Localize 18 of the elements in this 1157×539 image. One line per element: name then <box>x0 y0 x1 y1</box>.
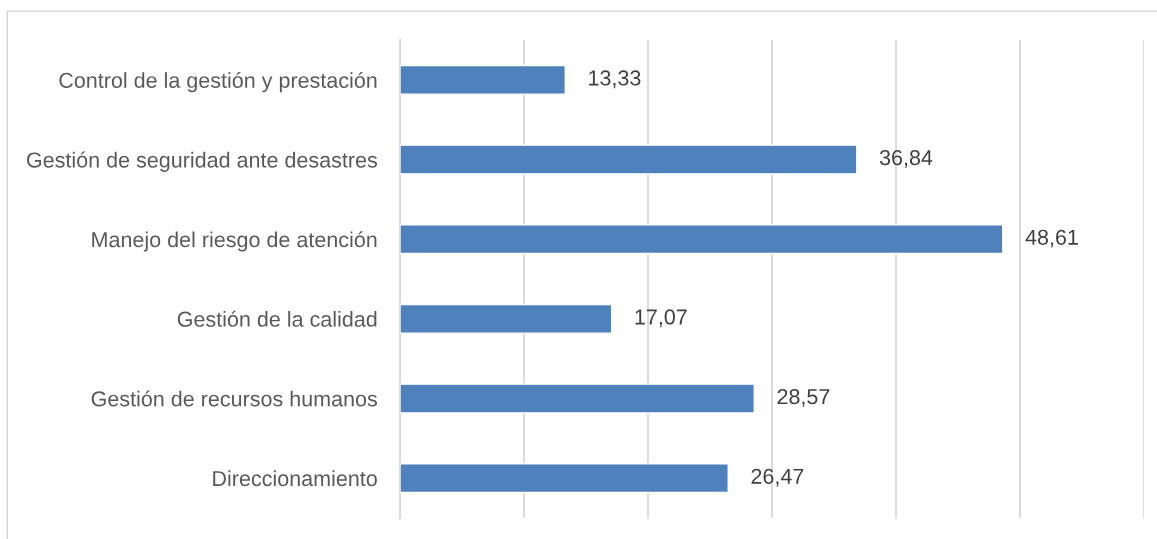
data-label: 13,33 <box>589 70 641 89</box>
y-tick-label: Gestión de recursos humanos <box>91 390 377 407</box>
bar <box>399 463 729 494</box>
y-tick-label: Control de la gestión y prestación <box>59 71 377 93</box>
data-label: 17,07 <box>635 309 687 328</box>
bar <box>399 64 566 95</box>
y-tick-label: Direccionamiento <box>213 470 377 487</box>
data-label: 36,84 <box>879 150 933 168</box>
y-tick-label: Manejo del riesgo de atención <box>92 231 377 252</box>
bar <box>399 383 755 414</box>
bar <box>399 303 613 334</box>
data-label: 26,47 <box>751 468 804 487</box>
y-tick-label: Gestión de seguridad ante desastres <box>27 151 377 172</box>
bar <box>399 144 858 175</box>
y-tick-label: Gestión de la calidad <box>177 310 377 327</box>
bar <box>399 224 1004 255</box>
data-label: 48,61 <box>1025 229 1078 248</box>
data-label: 28,57 <box>777 389 830 407</box>
